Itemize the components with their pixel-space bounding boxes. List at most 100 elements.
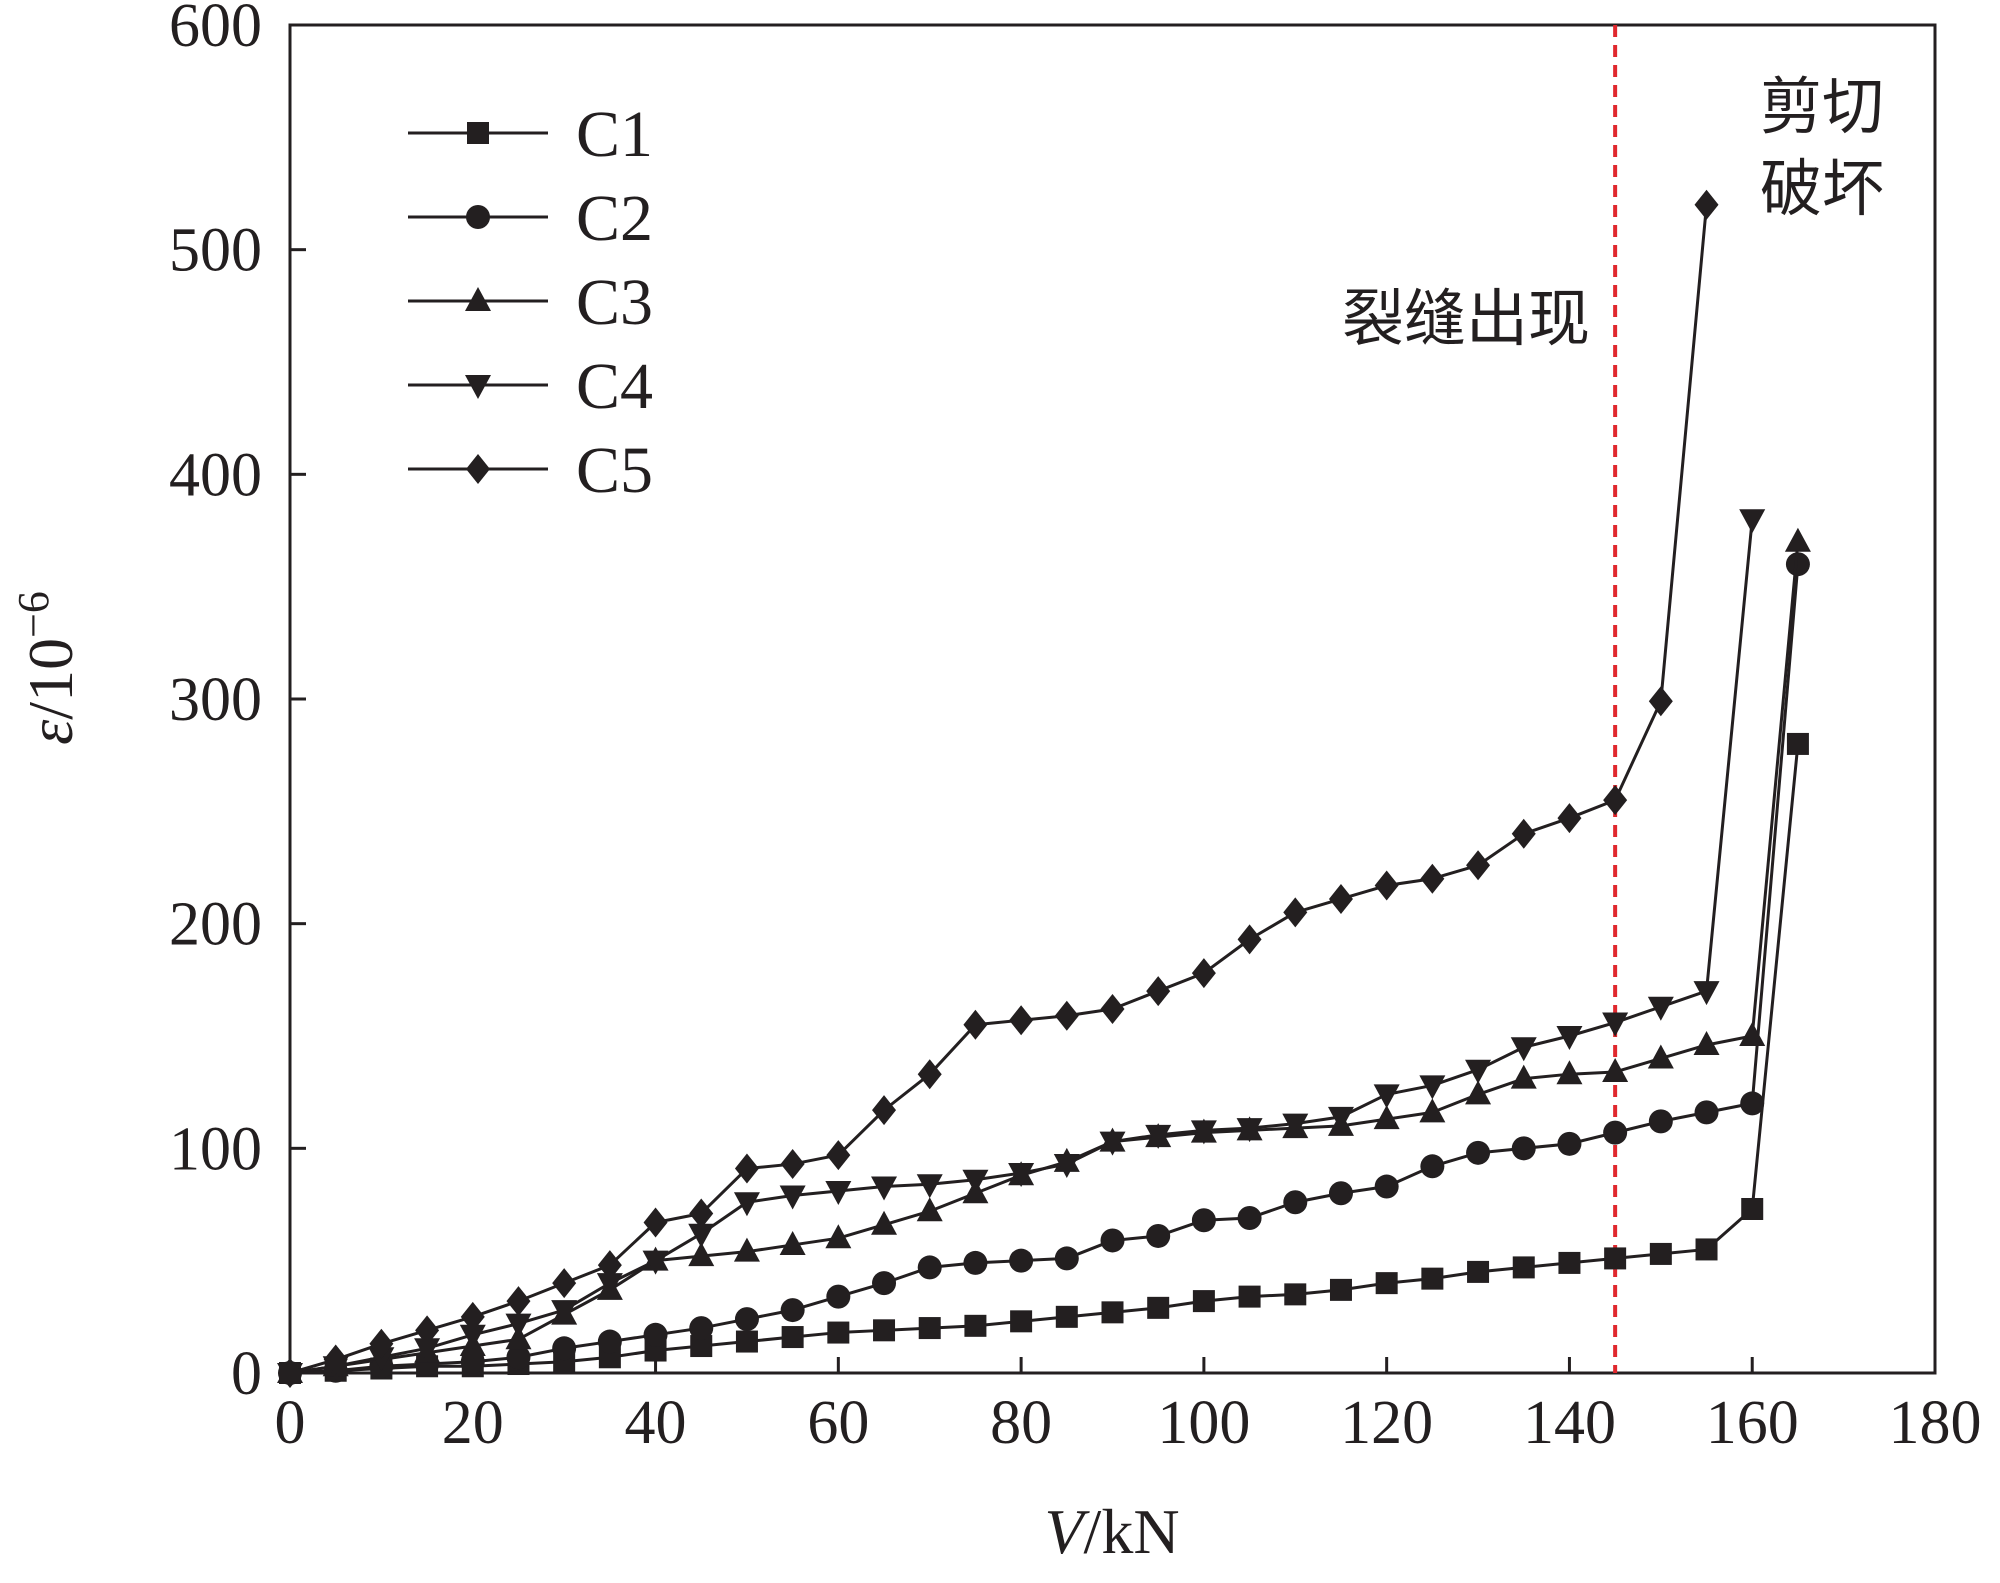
data-point-c5 — [826, 1140, 851, 1171]
data-point-c2 — [506, 1345, 531, 1370]
data-point-c5 — [1009, 1005, 1034, 1036]
data-point-c2 — [597, 1329, 622, 1354]
data-point-c1 — [781, 1326, 804, 1349]
crack-annotation: 裂缝出现 — [1342, 282, 1590, 355]
x-tick-label: 0 — [275, 1389, 306, 1457]
data-point-c5 — [369, 1328, 394, 1359]
series-line-c2 — [289, 564, 1800, 1375]
data-point-c1 — [1786, 732, 1809, 755]
data-point-c1 — [1649, 1242, 1672, 1265]
data-point-c1 — [1421, 1267, 1444, 1290]
y-tick-label: 600 — [169, 0, 262, 60]
data-point-c5 — [917, 1059, 942, 1090]
data-point-c4 — [1190, 1120, 1217, 1145]
data-point-c1 — [690, 1335, 713, 1358]
data-point-c1 — [964, 1314, 987, 1337]
data-point-c2 — [780, 1298, 805, 1323]
data-point-c5 — [1100, 994, 1125, 1025]
data-point-c5 — [1694, 189, 1719, 220]
data-point-c4 — [642, 1250, 669, 1275]
data-point-c1 — [1558, 1251, 1581, 1274]
data-point-c4 — [825, 1181, 852, 1206]
data-point-c4 — [962, 1169, 989, 1194]
plot-frame — [288, 23, 1937, 1375]
data-point-c4 — [688, 1223, 715, 1248]
data-point-c4 — [1647, 996, 1674, 1021]
legend-item-c5: C5 — [408, 434, 653, 507]
data-point-c1 — [918, 1317, 941, 1340]
data-point-c4 — [1099, 1131, 1126, 1156]
data-point-c5 — [1328, 883, 1353, 914]
data-point-c3 — [1647, 1044, 1674, 1069]
data-point-c1 — [1329, 1278, 1352, 1301]
data-point-c1 — [1695, 1238, 1718, 1261]
data-point-c5 — [1054, 1000, 1079, 1031]
data-point-c1 — [1741, 1197, 1764, 1220]
data-point-c4 — [414, 1338, 441, 1363]
data-point-c2 — [1557, 1131, 1582, 1156]
data-point-c4 — [1739, 509, 1766, 534]
series-line-c4 — [289, 519, 1754, 1375]
data-point-c2 — [1603, 1120, 1628, 1145]
y-tick-label: 0 — [231, 1340, 262, 1408]
data-point-c3 — [871, 1210, 898, 1235]
legend-swatch-marker — [466, 454, 490, 484]
data-point-c1 — [1055, 1305, 1078, 1328]
data-point-c3 — [825, 1224, 852, 1249]
data-point-c4 — [459, 1324, 486, 1349]
data-point-c4 — [871, 1176, 898, 1201]
data-point-c5 — [689, 1198, 714, 1229]
data-point-c4 — [733, 1192, 760, 1217]
data-point-c2 — [1009, 1248, 1034, 1273]
data-point-c4 — [505, 1313, 532, 1338]
data-point-c3 — [733, 1237, 760, 1262]
x-tick-label: 60 — [807, 1389, 869, 1457]
data-point-c5 — [872, 1095, 897, 1126]
data-point-c4 — [1145, 1124, 1172, 1149]
data-point-c4 — [368, 1347, 395, 1372]
x-tick-label: 20 — [442, 1389, 504, 1457]
data-point-c3 — [779, 1230, 806, 1255]
data-point-c4 — [1556, 1026, 1583, 1050]
data-point-c1 — [1010, 1310, 1033, 1333]
legend-label-c5: C5 — [576, 434, 653, 507]
data-point-c5 — [643, 1207, 668, 1238]
y-tick-label: 100 — [169, 1115, 262, 1183]
data-point-c2 — [643, 1322, 668, 1347]
data-point-c2 — [734, 1307, 759, 1332]
data-point-c2 — [872, 1271, 897, 1296]
data-point-c4 — [1236, 1118, 1263, 1143]
data-point-c1 — [1192, 1290, 1215, 1313]
data-point-c4 — [551, 1300, 578, 1325]
data-point-c4 — [1373, 1084, 1400, 1109]
y-axis-title-unit: /10 — [15, 638, 86, 720]
legend: C1 C2 C3 C4 C5 — [408, 98, 653, 507]
data-point-c5 — [506, 1286, 531, 1317]
data-point-c5 — [1648, 686, 1673, 717]
data-point-c2 — [826, 1284, 851, 1309]
y-tick-label: 200 — [169, 891, 262, 959]
data-point-c2 — [1420, 1154, 1445, 1179]
data-point-c5 — [415, 1315, 440, 1346]
x-tick-label: 80 — [990, 1389, 1052, 1457]
data-point-c5 — [1466, 850, 1491, 881]
x-tick-label: 180 — [1889, 1389, 1982, 1457]
x-tick-label: 120 — [1340, 1389, 1433, 1457]
data-point-c5 — [552, 1268, 577, 1299]
legend-swatch-marker — [466, 205, 490, 229]
data-point-c3 — [1693, 1030, 1720, 1055]
data-point-c4 — [916, 1174, 943, 1199]
data-point-c3 — [1602, 1057, 1629, 1082]
data-point-c2 — [1648, 1109, 1673, 1134]
y-axis-title-symbol: ε — [15, 719, 86, 745]
data-point-c1 — [735, 1330, 758, 1353]
data-point-c1 — [1284, 1283, 1307, 1306]
data-point-c3 — [1419, 1098, 1446, 1123]
data-point-c4 — [1282, 1113, 1309, 1138]
data-point-c2 — [1740, 1091, 1765, 1116]
y-tick-label: 300 — [169, 666, 262, 734]
data-point-c5 — [1237, 924, 1262, 955]
legend-swatch-marker — [465, 375, 491, 399]
data-point-c2 — [1283, 1190, 1308, 1215]
